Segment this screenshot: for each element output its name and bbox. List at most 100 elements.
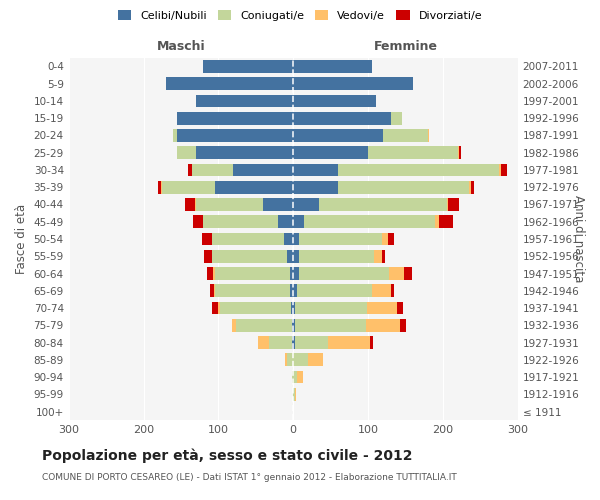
Bar	[290, 284, 293, 297]
Legend: Celibi/Nubili, Coniugati/e, Vedovi/e, Divorziati/e: Celibi/Nubili, Coniugati/e, Vedovi/e, Di…	[113, 6, 487, 25]
Bar	[212, 232, 284, 245]
Bar	[293, 198, 319, 211]
Bar	[500, 164, 506, 176]
Bar	[448, 198, 460, 211]
Bar	[263, 198, 293, 211]
Bar	[439, 216, 453, 228]
Bar	[196, 198, 263, 211]
Bar	[383, 129, 428, 142]
Bar	[388, 232, 394, 245]
Bar	[293, 216, 304, 228]
Bar	[382, 232, 388, 245]
Bar	[499, 164, 500, 176]
Bar	[207, 267, 213, 280]
Bar	[284, 232, 293, 245]
Bar	[215, 181, 293, 194]
Bar	[293, 370, 297, 384]
Bar	[368, 146, 458, 159]
Text: COMUNE DI PORTO CESAREO (LE) - Dati ISTAT 1° gennaio 2012 - Elaborazione TUTTITA: COMUNE DI PORTO CESAREO (LE) - Dati ISTA…	[42, 473, 457, 482]
Bar	[374, 250, 382, 262]
Bar	[269, 336, 292, 349]
Bar	[367, 302, 397, 314]
Bar	[299, 250, 374, 262]
Bar	[177, 146, 196, 159]
Bar	[166, 78, 293, 90]
Bar	[213, 267, 215, 280]
Bar	[177, 129, 293, 142]
Bar	[338, 164, 499, 176]
Bar	[188, 164, 192, 176]
Bar	[293, 78, 413, 90]
Bar	[293, 181, 338, 194]
Bar	[372, 284, 391, 297]
Bar	[293, 319, 295, 332]
Bar	[287, 354, 293, 366]
Bar	[215, 284, 290, 297]
Bar	[290, 267, 293, 280]
Bar	[293, 250, 299, 262]
Bar	[212, 250, 287, 262]
Bar	[292, 370, 293, 384]
Bar	[212, 302, 218, 314]
Bar	[293, 232, 299, 245]
Bar	[193, 216, 203, 228]
Bar	[469, 181, 470, 194]
Bar	[293, 336, 295, 349]
Bar	[382, 250, 385, 262]
Bar	[195, 198, 196, 211]
Bar	[218, 302, 220, 314]
Bar	[177, 112, 293, 124]
Bar	[400, 319, 406, 332]
Bar	[370, 336, 373, 349]
Bar	[196, 146, 293, 159]
Bar	[297, 284, 372, 297]
Bar	[299, 232, 382, 245]
Bar	[308, 354, 323, 366]
Bar	[192, 164, 233, 176]
Bar	[391, 112, 402, 124]
Bar	[203, 216, 278, 228]
Bar	[210, 284, 214, 297]
Bar	[233, 164, 293, 176]
Bar	[328, 336, 370, 349]
Bar	[293, 267, 299, 280]
Bar	[292, 319, 293, 332]
Bar	[293, 388, 295, 400]
Y-axis label: Fasce di età: Fasce di età	[15, 204, 28, 274]
Bar	[460, 146, 461, 159]
Bar	[220, 302, 291, 314]
Bar	[258, 336, 269, 349]
Bar	[366, 319, 400, 332]
Bar	[391, 284, 394, 297]
Bar	[293, 354, 308, 366]
Bar	[293, 60, 372, 73]
Bar	[287, 250, 293, 262]
Bar	[299, 267, 389, 280]
Bar	[293, 302, 295, 314]
Bar	[196, 94, 293, 108]
Bar	[319, 198, 447, 211]
Bar	[293, 146, 368, 159]
Bar	[293, 129, 383, 142]
Y-axis label: Anni di nascita: Anni di nascita	[572, 196, 585, 282]
Bar	[295, 388, 296, 400]
Bar	[236, 319, 292, 332]
Bar	[214, 284, 215, 297]
Bar	[285, 354, 287, 366]
Bar	[185, 198, 195, 211]
Bar	[293, 112, 391, 124]
Bar	[292, 336, 293, 349]
Bar	[215, 267, 290, 280]
Bar	[404, 267, 412, 280]
Bar	[397, 302, 403, 314]
Bar	[158, 181, 161, 194]
Bar	[293, 284, 297, 297]
Bar	[162, 181, 215, 194]
Bar	[295, 336, 328, 349]
Bar	[278, 216, 293, 228]
Bar	[297, 370, 303, 384]
Bar	[293, 94, 376, 108]
Bar	[470, 181, 475, 194]
Bar	[204, 250, 212, 262]
Bar	[295, 302, 367, 314]
